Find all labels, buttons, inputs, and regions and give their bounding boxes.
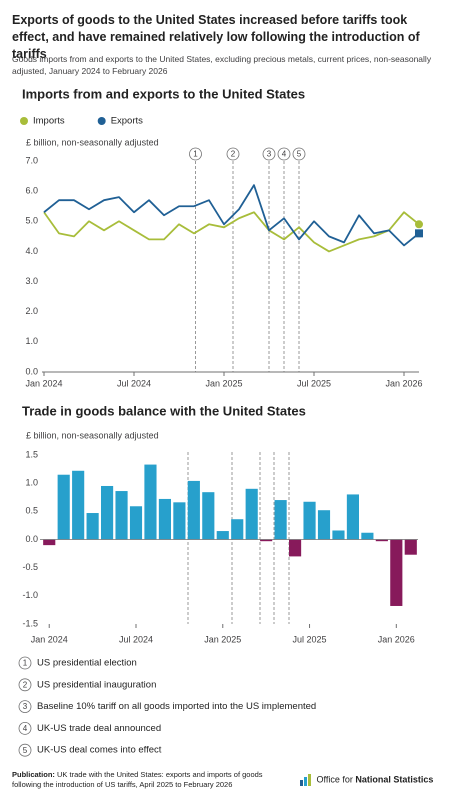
y-tick-label: 0.0: [25, 534, 38, 544]
note-number: 2: [23, 680, 28, 689]
chart-title: Imports from and exports to the United S…: [22, 86, 305, 101]
y-tick-label: 1.5: [25, 449, 38, 459]
note-number: 4: [23, 724, 28, 733]
x-tick-label: Jul 2024: [117, 378, 151, 388]
bar: [86, 513, 99, 540]
y-tick-label: 5.0: [25, 216, 38, 226]
x-tick-label: Jan 2026: [385, 378, 422, 388]
event-marker: [277, 147, 291, 161]
x-tick-label: Jan 2025: [205, 378, 242, 388]
y-tick-label: 0.5: [25, 506, 38, 516]
bar: [202, 492, 215, 540]
note-number: 3: [23, 702, 28, 711]
bar: [173, 502, 186, 540]
footer-text: UK trade with the United States: exports…: [12, 770, 263, 789]
bar: [332, 530, 345, 540]
x-tick-label: Jan 2024: [31, 634, 68, 644]
note-text: US presidential election: [37, 658, 137, 669]
logo: Office for National Statistics: [300, 774, 433, 786]
note-text: UK-US trade deal announced: [37, 723, 161, 734]
x-tick-label: Jan 2025: [204, 634, 241, 644]
bar: [231, 519, 244, 540]
bar: [101, 485, 114, 540]
note-text: UK-US deal comes into effect: [37, 745, 162, 756]
x-tick-label: Jan 2024: [25, 378, 62, 388]
y-tick-label: 0.0: [25, 366, 38, 376]
logo-regular: Office for: [316, 774, 353, 785]
x-tick-label: Jul 2025: [297, 378, 331, 388]
legend-swatch: [20, 117, 28, 125]
event-number: 4: [282, 150, 287, 159]
bar: [390, 539, 403, 606]
bar: [260, 539, 273, 542]
y-axis-label: £ billion, non-seasonally adjusted: [26, 430, 159, 440]
footer: Publication: UK trade with the United St…: [12, 770, 292, 790]
series-line: [43, 184, 420, 247]
bar: [129, 506, 143, 540]
logo-icon: [300, 774, 311, 786]
legend-label: Exports: [111, 116, 143, 127]
bar: [375, 539, 388, 542]
note-marker: [18, 700, 32, 713]
note-marker: [18, 722, 32, 735]
note-marker: [18, 678, 32, 692]
x-tick-label: Jul 2025: [293, 634, 327, 644]
bar: [57, 474, 70, 540]
bar: [158, 498, 171, 540]
note-number: 5: [23, 746, 28, 755]
footer-label: Publication:: [12, 770, 55, 779]
note-marker: [18, 656, 32, 670]
event-marker: [262, 147, 276, 161]
bar: [289, 539, 302, 557]
y-tick-label: 1.0: [25, 478, 38, 488]
bar: [43, 539, 56, 546]
x-tick-label: Jul 2024: [119, 634, 153, 644]
y-tick-label: 7.0: [25, 155, 38, 165]
bar: [72, 470, 85, 540]
y-tick-label: -1.5: [22, 618, 38, 628]
x-tick-label: Jan 2026: [378, 634, 415, 644]
event-marker: [189, 147, 202, 161]
y-tick-label: 4.0: [25, 246, 38, 256]
y-tick-label: -1.0: [22, 590, 38, 600]
page-title: Exports of goods to the United States in…: [12, 13, 420, 61]
bar: [187, 480, 200, 540]
bar: [216, 531, 229, 540]
bar: [144, 464, 157, 540]
bar: [317, 510, 331, 540]
event-number: 5: [297, 150, 302, 159]
subtitle: Goods imports from and exports to the Un…: [12, 54, 432, 76]
bar: [245, 488, 258, 540]
event-number: 3: [267, 150, 272, 159]
bar: [404, 539, 417, 555]
y-tick-label: 6.0: [25, 186, 38, 196]
bar: [274, 500, 287, 540]
y-tick-label: 1.0: [25, 336, 38, 346]
y-tick-label: 3.0: [25, 276, 38, 286]
event-marker: [292, 147, 306, 161]
series-line: [43, 211, 420, 253]
bar: [361, 532, 374, 540]
note-text: US presidential inauguration: [37, 679, 156, 690]
event-number: 1: [193, 150, 198, 159]
event-marker: [226, 147, 240, 161]
y-tick-label: 2.0: [25, 306, 38, 316]
end-marker: [415, 229, 423, 238]
y-tick-label: -0.5: [22, 562, 38, 572]
legend-swatch: [97, 117, 106, 125]
event-number: 2: [231, 150, 236, 159]
y-axis-label: £ billion, non-seasonally adjusted: [26, 137, 159, 147]
note-text: Baseline 10% tariff on all goods importe…: [37, 701, 316, 712]
end-marker: [415, 220, 423, 229]
legend-label: Imports: [33, 116, 65, 127]
note-marker: [18, 743, 32, 757]
bar: [115, 491, 128, 540]
bar: [346, 494, 359, 540]
note-number: 1: [23, 659, 28, 668]
bar: [303, 501, 316, 540]
logo-bold: National Statistics: [355, 774, 434, 785]
chart-title: Trade in goods balance with the United S…: [22, 403, 306, 418]
